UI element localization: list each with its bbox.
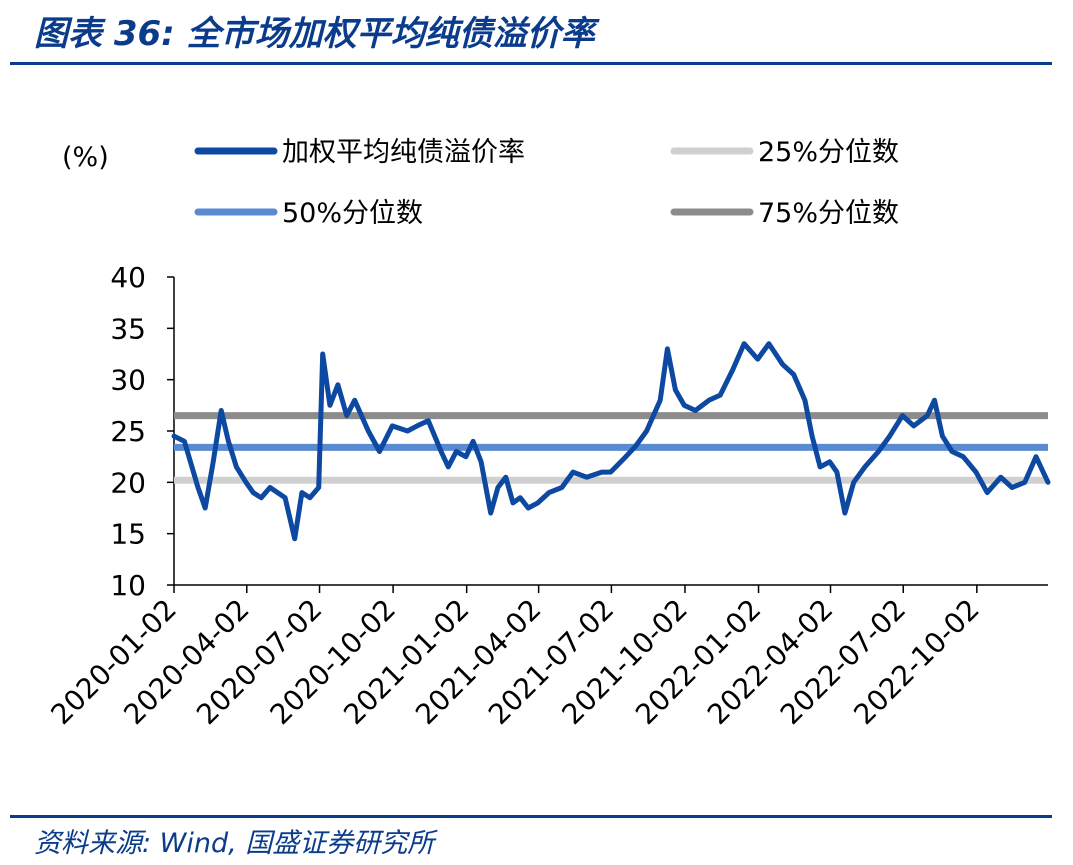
- legend: 加权平均纯债溢价率 25%分位数 50%分位数 75%分位数: [194, 137, 899, 229]
- y-tick-label: 40: [110, 261, 146, 294]
- x-axis: 2020-01-022020-04-022020-07-022020-10-02…: [45, 584, 1048, 731]
- legend-label-p75: 75%分位数: [758, 198, 899, 229]
- y-axis: 10 15 20 25 30 35 40: [110, 261, 175, 602]
- y-tick-label: 15: [110, 518, 146, 551]
- legend-label-p25: 25%分位数: [758, 137, 899, 168]
- series-lines: [171, 341, 1051, 542]
- y-tick-label: 25: [110, 415, 146, 448]
- unit-label: (%): [62, 142, 109, 173]
- y-tick-label: 10: [110, 569, 146, 602]
- y-tick-label: 20: [110, 466, 146, 499]
- premium-rate-line: [171, 341, 1051, 542]
- source-note: 资料来源: Wind, 国盛证券研究所: [34, 828, 435, 859]
- y-tick-label: 35: [110, 312, 146, 345]
- chart: (%) 加权平均纯债溢价率 25%分位数 50%分位数 75%分位数 10 15 2…: [45, 137, 1051, 731]
- legend-label-p50: 50%分位数: [282, 198, 423, 229]
- y-tick-label: 30: [110, 364, 146, 397]
- title-divider: [10, 62, 1052, 65]
- page-title: 图表 36: 全市场加权平均纯债溢价率: [34, 14, 595, 54]
- footer-divider: [10, 815, 1052, 818]
- legend-label-main: 加权平均纯债溢价率: [282, 137, 525, 168]
